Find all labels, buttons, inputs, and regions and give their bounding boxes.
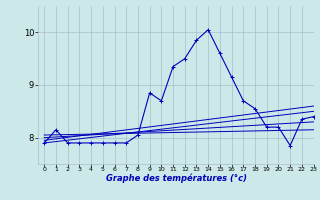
X-axis label: Graphe des températures (°c): Graphe des températures (°c) [106, 174, 246, 183]
